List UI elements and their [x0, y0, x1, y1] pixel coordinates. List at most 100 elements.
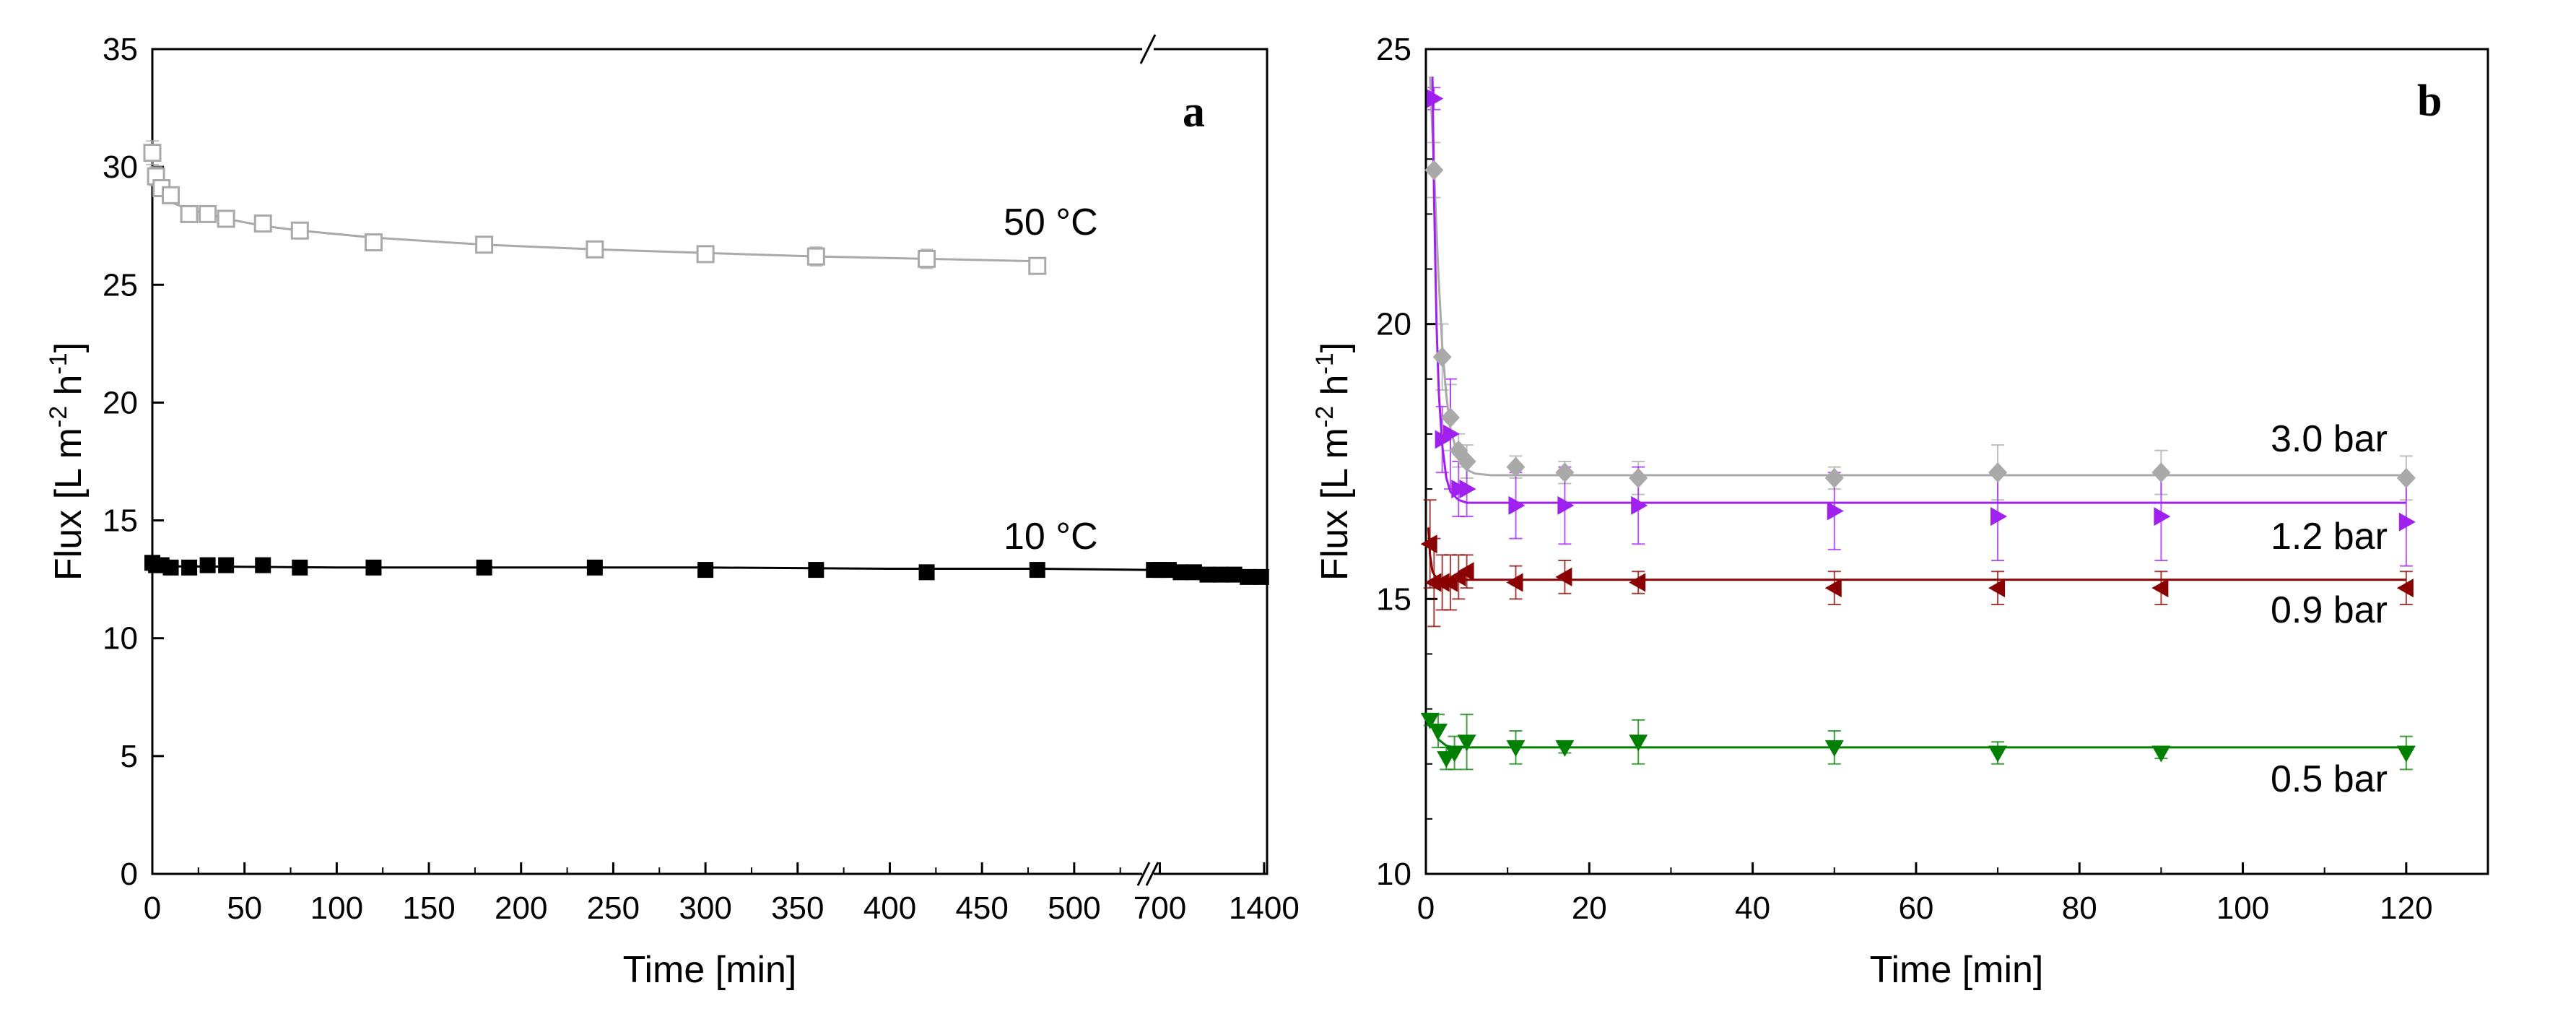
- point-3-0-bar-2: [1440, 407, 1460, 428]
- panel-b-y-ticks: 10 15 20 25: [1376, 32, 1437, 892]
- point-1-2-bar-11: [2398, 512, 2416, 532]
- point-0-9-bar-5: [1457, 562, 1474, 581]
- point-10-c-8: [292, 559, 308, 576]
- point-0-9-bar-0: [1420, 534, 1437, 554]
- panel-b-ylabel-sup2: -1: [1311, 352, 1339, 374]
- point-10-c-11: [586, 559, 603, 576]
- panel-b-x-axis-title: Time [min]: [1870, 949, 2044, 991]
- x-tick-label-1400: 1400: [1229, 890, 1300, 926]
- point-0-5-bar-6: [1555, 740, 1575, 757]
- point-3-0-bar-0: [1424, 160, 1444, 181]
- panel-a-frame: [151, 48, 1269, 875]
- point-10-c-9: [365, 559, 382, 576]
- y-tick-label-b-15: 15: [1376, 581, 1411, 617]
- point-3-0-bar-8: [1824, 467, 1844, 488]
- point-1-2-bar-4: [1459, 480, 1476, 499]
- x-tick-label-300: 300: [679, 890, 731, 926]
- panel-b-fit-lines: [1427, 77, 2406, 749]
- x-tick-label-400: 400: [863, 890, 916, 926]
- x-tick-label-b-40: 40: [1735, 890, 1770, 926]
- point-0-9-bar-8: [1629, 573, 1646, 592]
- panel-b-x-ticks: 0 20 40 60 80 100 120: [1417, 862, 2433, 926]
- point-10-c-10: [476, 559, 492, 576]
- x-tick-label-500: 500: [1048, 890, 1100, 926]
- point-50-c-7: [253, 214, 272, 233]
- y-tick-label-5: 5: [121, 739, 138, 774]
- fit-line-0-9-bar: [1427, 527, 2406, 581]
- point-1-2-bar-0: [1427, 89, 1444, 108]
- y-tick-label-b-25: 25: [1376, 32, 1411, 67]
- point-0-5-bar-8: [1824, 740, 1844, 757]
- series-label-3bar: 3.0 bar: [2271, 418, 2388, 460]
- point-3-0-bar-11: [2396, 467, 2416, 488]
- point-1-2-bar-2: [1443, 424, 1460, 443]
- point-10-c-21: [1199, 566, 1216, 583]
- point-1-2-bar-6: [1557, 495, 1575, 515]
- point-0-5-bar-1: [1428, 724, 1448, 741]
- panel-a-data-points: [143, 144, 1269, 585]
- point-0-9-bar-9: [1824, 578, 1842, 598]
- break-mark-top: [1139, 34, 1157, 64]
- point-50-c-0: [143, 144, 162, 162]
- panel-b-ylabel-end: ]: [1314, 342, 1356, 352]
- point-50-c-5: [199, 204, 217, 223]
- point-0-9-bar-7: [1555, 567, 1572, 586]
- panel-b-ylabel-main: Flux [L m: [1314, 428, 1356, 581]
- point-50-c-11: [586, 240, 604, 259]
- series-label-50c: 50 °C: [1004, 202, 1098, 243]
- point-1-2-bar-8: [1827, 501, 1844, 521]
- panel-a-ylabel-mid: h: [48, 375, 90, 406]
- x-tick-label-150: 150: [402, 890, 455, 926]
- point-0-5-bar-5: [1506, 740, 1526, 757]
- panel-a-y-axis-title: Flux [L m-2 h-1]: [45, 342, 90, 581]
- panel-b-y-axis-title: Flux [L m-2 h-1]: [1311, 342, 1356, 581]
- y-tick-label-25: 25: [103, 267, 138, 303]
- panel-a-letter: a: [1183, 87, 1205, 136]
- x-tick-label-700: 700: [1133, 890, 1186, 926]
- point-10-c-25: [1253, 568, 1269, 585]
- point-10-c-13: [808, 562, 824, 578]
- point-0-5-bar-9: [1988, 745, 2008, 763]
- panel-a-y-ticks: 0 5 10 15 20 25 30 35: [103, 32, 164, 892]
- fit-line-3-0-bar: [1429, 77, 2406, 477]
- x-tick-label-b-60: 60: [1898, 890, 1933, 926]
- panel-b-ylabel-sup1: -2: [1311, 406, 1339, 428]
- point-0-5-bar-4: [1457, 734, 1476, 752]
- x-tick-label-250: 250: [587, 890, 640, 926]
- x-tick-label-50: 50: [227, 890, 262, 926]
- series-label-09bar: 0.9 bar: [2271, 589, 2388, 631]
- fit-line-1-2-bar: [1431, 77, 2406, 504]
- point-50-c-6: [217, 209, 235, 228]
- series-label-05bar: 0.5 bar: [2271, 758, 2388, 800]
- point-0-5-bar-11: [2396, 745, 2416, 763]
- series-label-12bar: 1.2 bar: [2271, 516, 2388, 558]
- x-tick-label-b-20: 20: [1572, 890, 1607, 926]
- point-50-c-8: [290, 221, 309, 240]
- point-10-c-14: [918, 564, 935, 581]
- point-0-9-bar-6: [1506, 573, 1523, 592]
- x-tick-label-b-80: 80: [2062, 890, 2097, 926]
- series-label-10c: 10 °C: [1004, 516, 1098, 558]
- point-50-c-15: [1028, 256, 1047, 275]
- fit-line-0-5-bar: [1427, 714, 2406, 749]
- x-tick-label-100: 100: [310, 890, 363, 926]
- panel-b-frame: [1424, 48, 2489, 875]
- point-10-c-12: [697, 562, 714, 578]
- point-10-c-7: [255, 557, 271, 573]
- y-tick-label-b-10: 10: [1376, 857, 1411, 892]
- panel-a-axis-break: [1136, 34, 1159, 886]
- y-tick-label-20: 20: [103, 385, 138, 420]
- point-10-c-4: [181, 559, 198, 576]
- panel-b: 10 15 20 25 0 20 40 60 80 100 120 b 3.0 bar 1.2 b…: [1311, 32, 2489, 991]
- panel-a-ylabel-sup1: -2: [45, 406, 72, 428]
- point-10-c-3: [162, 559, 179, 576]
- point-0-5-bar-10: [2151, 745, 2171, 763]
- point-50-c-10: [475, 235, 494, 254]
- panel-a-ylabel-main: Flux [L m: [48, 428, 90, 581]
- point-50-c-4: [180, 204, 199, 223]
- panel-a-x-axis-title: Time [min]: [623, 949, 797, 991]
- point-3-0-bar-10: [2151, 462, 2171, 483]
- point-1-2-bar-5: [1508, 495, 1526, 515]
- panel-b-error-bars: [1423, 87, 2413, 771]
- point-0-5-bar-0: [1420, 712, 1440, 729]
